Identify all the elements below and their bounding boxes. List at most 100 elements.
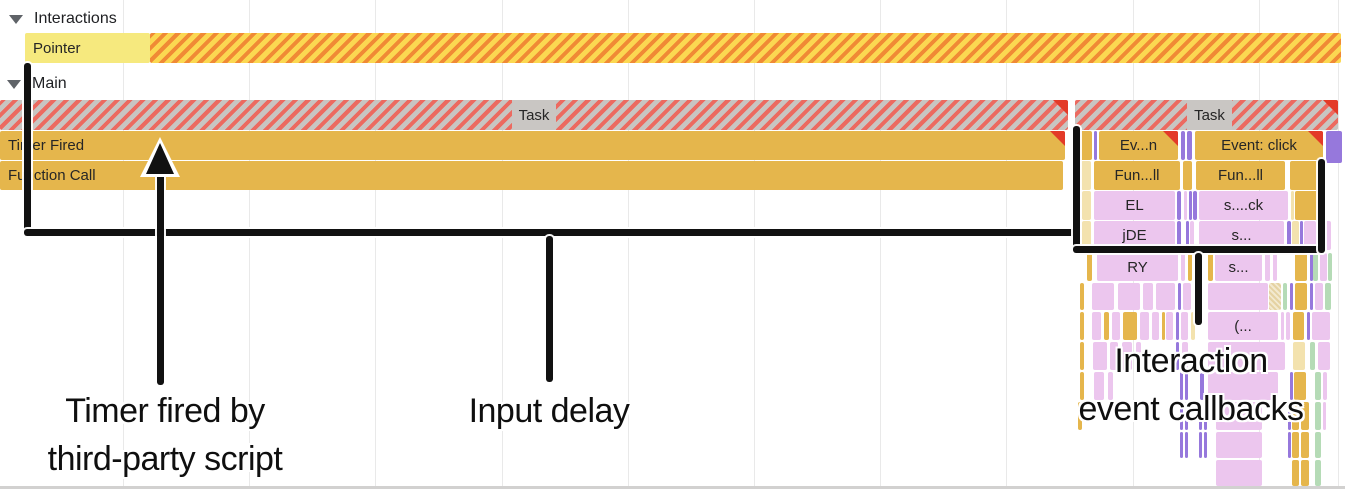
flame-segment[interactable] <box>1312 312 1330 340</box>
flame-segment[interactable] <box>1136 342 1141 370</box>
flame-segment[interactable] <box>1295 253 1307 281</box>
flame-segment[interactable] <box>1292 402 1299 430</box>
flame-segment[interactable] <box>1185 432 1188 458</box>
flame-segment[interactable] <box>1315 372 1321 400</box>
flame-segment[interactable] <box>1092 283 1114 310</box>
flame-segment[interactable] <box>1080 283 1084 310</box>
flame-segment[interactable] <box>1286 312 1290 340</box>
flame-segment[interactable] <box>1310 342 1315 370</box>
flame-segment[interactable] <box>1310 283 1313 310</box>
flame-segment[interactable] <box>1200 372 1204 400</box>
flame-segment[interactable] <box>1295 283 1307 310</box>
flame-segment[interactable] <box>1087 253 1092 281</box>
flame-segment[interactable] <box>1294 372 1306 400</box>
flame-segment[interactable] <box>1122 342 1132 370</box>
flame-segment[interactable]: s... <box>1215 253 1262 281</box>
flame-segment[interactable] <box>1181 253 1185 281</box>
flame-segment[interactable] <box>1204 402 1207 430</box>
flame-segment[interactable] <box>1162 312 1165 340</box>
flame-segment[interactable] <box>1301 460 1309 486</box>
flame-segment[interactable] <box>1110 342 1118 370</box>
flame-segment[interactable]: (... <box>1208 312 1278 340</box>
flame-segment[interactable] <box>1080 372 1084 400</box>
flame-segment[interactable] <box>1216 432 1262 458</box>
flame-segment[interactable] <box>1315 432 1321 458</box>
flame-segment[interactable] <box>1104 312 1109 340</box>
flame-segment[interactable] <box>1143 283 1153 310</box>
flame-segment[interactable] <box>1108 372 1113 400</box>
event-click-bar[interactable]: Event: click <box>1195 131 1323 160</box>
flame-segment[interactable] <box>1140 312 1149 340</box>
flame-segment[interactable] <box>1094 372 1104 400</box>
flame-segment[interactable] <box>1166 312 1173 340</box>
function-call-bar[interactable]: Fun...ll <box>1094 161 1180 190</box>
flame-segment[interactable] <box>1177 191 1181 220</box>
flame-segment[interactable] <box>1118 283 1140 310</box>
flame-segment[interactable] <box>1081 161 1091 190</box>
flame-segment[interactable] <box>1323 372 1327 400</box>
flame-segment[interactable] <box>1323 402 1326 430</box>
flame-segment[interactable] <box>1320 253 1327 281</box>
flame-segment[interactable]: jDE <box>1094 221 1175 250</box>
flame-segment[interactable] <box>1204 432 1207 458</box>
flame-segment[interactable] <box>1208 283 1268 310</box>
flame-segment[interactable] <box>1291 191 1294 220</box>
flame-segment[interactable] <box>1290 372 1293 400</box>
flame-segment[interactable] <box>1184 191 1187 220</box>
flame-segment[interactable] <box>1310 253 1313 281</box>
collapse-triangle-icon[interactable] <box>7 79 21 89</box>
flame-segment[interactable] <box>1208 253 1213 281</box>
flame-segment[interactable]: RY <box>1097 253 1178 281</box>
flame-segment[interactable] <box>1093 342 1107 370</box>
flame-segment[interactable] <box>1315 283 1323 310</box>
flame-segment[interactable] <box>1078 131 1092 160</box>
flame-segment[interactable] <box>1315 402 1321 430</box>
flame-segment[interactable]: s....ck <box>1199 191 1288 220</box>
flame-segment[interactable] <box>1283 283 1287 310</box>
flame-segment[interactable] <box>1191 312 1195 340</box>
flame-segment[interactable] <box>1193 191 1197 220</box>
flame-segment[interactable] <box>1178 283 1181 310</box>
flame-segment[interactable] <box>1189 191 1192 220</box>
flame-segment[interactable] <box>1180 432 1183 458</box>
flame-segment[interactable] <box>1187 131 1192 160</box>
pointer-interaction-bar[interactable]: Pointer <box>25 33 150 63</box>
flame-segment[interactable] <box>1208 372 1278 400</box>
flame-segment[interactable] <box>1265 253 1270 281</box>
flame-segment[interactable] <box>1216 402 1262 430</box>
flame-segment[interactable] <box>1269 283 1281 310</box>
flame-segment[interactable] <box>1092 312 1101 340</box>
flame-segment[interactable] <box>1292 432 1299 458</box>
flame-segment[interactable] <box>1292 221 1299 250</box>
flame-segment[interactable] <box>1307 312 1310 340</box>
flame-segment[interactable] <box>1185 402 1188 430</box>
flame-segment[interactable] <box>1176 312 1179 340</box>
flame-segment[interactable] <box>1325 283 1331 310</box>
long-task-bar[interactable]: Task <box>1075 100 1338 130</box>
flame-segment[interactable] <box>1177 221 1181 250</box>
flame-segment[interactable] <box>1181 312 1188 340</box>
flame-segment[interactable] <box>1180 372 1183 400</box>
flame-segment[interactable] <box>1326 131 1342 163</box>
flame-segment[interactable] <box>1288 402 1291 430</box>
flame-segment[interactable] <box>1112 312 1120 340</box>
flame-segment[interactable] <box>1313 253 1318 281</box>
flame-segment[interactable] <box>1216 460 1262 486</box>
flame-segment[interactable] <box>1152 312 1159 340</box>
flame-segment[interactable] <box>1176 342 1179 370</box>
flame-segment[interactable] <box>1281 312 1284 340</box>
flame-segment[interactable] <box>1183 283 1191 310</box>
flame-segment[interactable] <box>1182 342 1188 370</box>
function-call-bar[interactable]: Fun...ll <box>1196 161 1285 190</box>
flame-segment[interactable] <box>1186 221 1189 250</box>
flame-segment[interactable] <box>1301 402 1309 430</box>
pointer-interaction-striped-bar[interactable] <box>150 33 1341 63</box>
flame-segment[interactable] <box>1208 342 1285 370</box>
flame-segment[interactable] <box>1288 432 1291 458</box>
flame-segment[interactable] <box>1304 221 1316 250</box>
flame-segment[interactable] <box>1183 161 1192 190</box>
flame-segment[interactable] <box>1123 312 1137 340</box>
flame-segment[interactable] <box>1180 402 1183 430</box>
flame-segment[interactable] <box>1290 283 1293 310</box>
collapse-triangle-icon[interactable] <box>9 14 23 24</box>
